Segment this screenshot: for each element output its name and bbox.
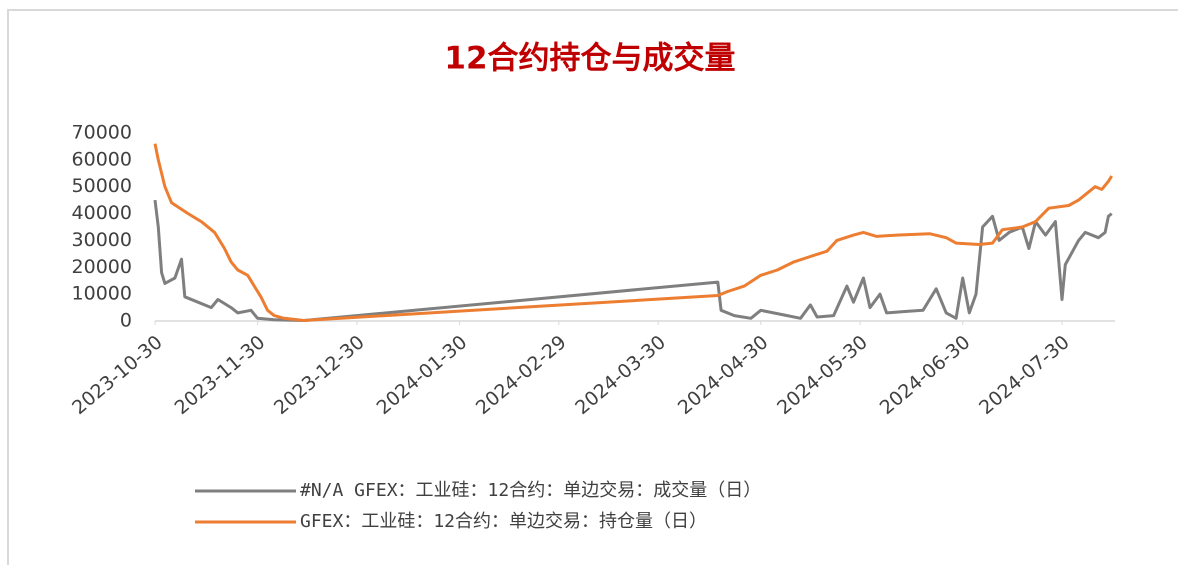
x-tick-label: 2024-03-30 <box>571 331 670 419</box>
y-tick-label: 10000 <box>72 283 132 305</box>
legend-label: GFEX：工业硅：12合约：单边交易：持仓量（日） <box>300 511 707 532</box>
series-line <box>153 143 1113 322</box>
series-line <box>153 199 1113 322</box>
x-tick-label: 2023-11-30 <box>171 331 270 419</box>
y-tick-label: 0 <box>120 310 132 332</box>
x-tick-label: 2024-07-30 <box>975 331 1074 419</box>
x-tick-label: 2024-06-30 <box>876 331 975 419</box>
y-tick-label: 50000 <box>72 175 132 197</box>
x-tick-label: 2024-01-30 <box>373 331 472 419</box>
frame <box>7 9 1178 565</box>
x-tick-label: 2024-02-29 <box>472 331 571 419</box>
x-tick-label: 2023-10-30 <box>68 331 167 419</box>
legend-label: #N/A GFEX：工业硅：12合约：单边交易：成交量（日） <box>300 480 761 501</box>
x-tick-label: 2024-05-30 <box>773 331 872 419</box>
y-tick-label: 20000 <box>72 256 132 278</box>
y-tick-label: 60000 <box>72 148 132 170</box>
y-tick-label: 40000 <box>72 202 132 224</box>
y-tick-label: 70000 <box>72 122 132 144</box>
x-tick-label: 2023-12-30 <box>270 331 369 419</box>
x-tick-label: 2024-04-30 <box>674 331 773 419</box>
chart-title: 12合约持仓与成交量 <box>444 41 735 77</box>
y-tick-label: 30000 <box>72 229 132 251</box>
